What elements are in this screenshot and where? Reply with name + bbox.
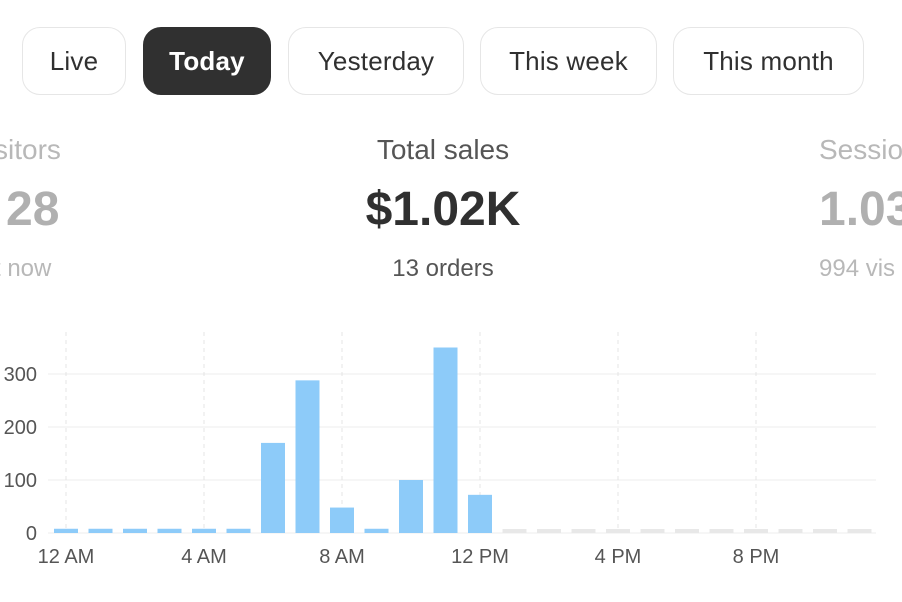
tab-today[interactable]: Today [143, 27, 271, 95]
bar-future [847, 529, 872, 533]
bar [261, 442, 285, 533]
tab-this-month[interactable]: This month [673, 27, 864, 95]
y-tick-label: 200 [4, 417, 37, 439]
bar [157, 528, 182, 533]
bar-future [778, 529, 803, 533]
metric-label: Sessio [819, 134, 902, 165]
metric-label: Total sales [376, 134, 510, 165]
x-tick-label: 12 PM [451, 546, 509, 568]
bar [123, 528, 147, 533]
sales-bar-chart: 0 100 200 300 12 AM 4 AM 8 AM 12 PM 4 PM 8 PM [4, 332, 876, 568]
bar [88, 528, 113, 533]
metric-visitors[interactable]: sitors 28 t now [0, 120, 114, 300]
x-tick-label: 4 AM [181, 546, 227, 568]
bar [226, 528, 251, 533]
bar-future [813, 529, 837, 533]
x-tick-label: 8 AM [319, 546, 365, 568]
bar [364, 528, 389, 533]
date-range-tabs: Live Today Yesterday This week This mont… [0, 0, 902, 110]
metric-subtext: 994 vis [819, 255, 896, 282]
sales-chart: 0 100 200 300 12 AM 4 AM 8 AM 12 PM 4 PM 8 PM [0, 320, 902, 597]
metric-value: 1.03 [819, 183, 902, 236]
metric-subtext: 13 orders [392, 255, 494, 282]
bar-future [709, 529, 734, 533]
bar [433, 347, 458, 533]
metric-value: $1.02K [365, 183, 521, 236]
bar [54, 528, 78, 533]
x-tick-label: 8 PM [733, 546, 780, 568]
bar-future [571, 529, 596, 533]
y-tick-label: 300 [4, 364, 37, 386]
bar-future [675, 529, 699, 533]
tab-yesterday[interactable]: Yesterday [288, 27, 464, 95]
metrics-carousel: sitors 28 t now Total sales $1.02K 13 or… [0, 120, 902, 300]
bar [330, 507, 354, 533]
metric-value: 28 [6, 183, 60, 236]
bar [192, 528, 216, 533]
tab-live[interactable]: Live [22, 27, 126, 95]
bar-future [502, 529, 527, 533]
bar [468, 494, 492, 533]
metric-sessions[interactable]: Sessio 1.03 994 vis [819, 120, 902, 300]
metric-label: sitors [0, 134, 61, 165]
bar-future [640, 529, 665, 533]
tab-this-week[interactable]: This week [480, 27, 657, 95]
x-tick-label: 12 AM [38, 546, 95, 568]
bar-future [606, 529, 630, 533]
bar [399, 480, 423, 533]
metric-total-sales[interactable]: Total sales $1.02K 13 orders [343, 120, 543, 300]
y-tick-label: 100 [4, 470, 37, 492]
bar [295, 380, 320, 533]
metric-subtext: t now [0, 255, 52, 282]
y-tick-label: 0 [26, 523, 37, 545]
bar-future [744, 529, 768, 533]
x-tick-label: 4 PM [595, 546, 642, 568]
bar-future [537, 529, 561, 533]
